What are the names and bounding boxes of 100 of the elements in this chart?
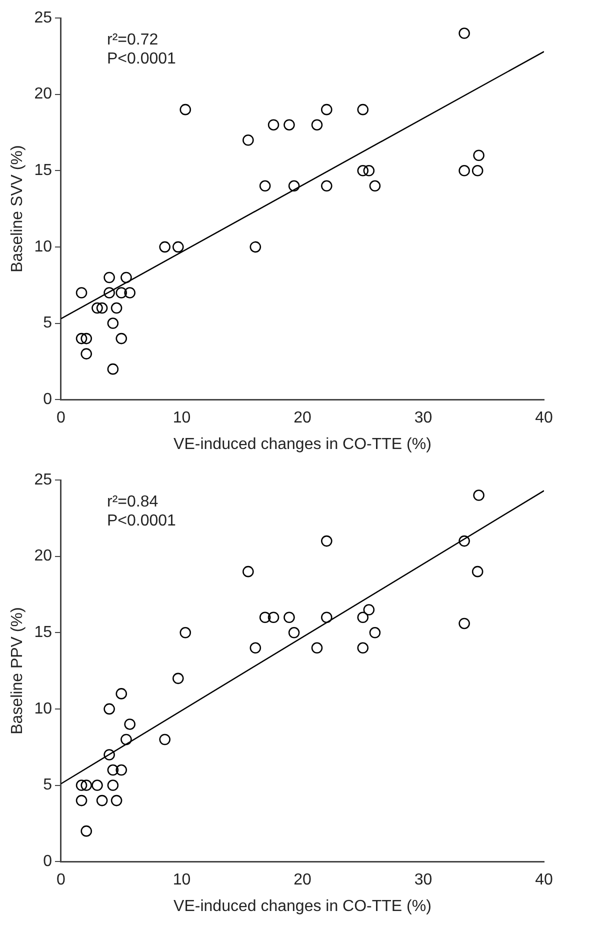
point xyxy=(107,780,119,791)
y-tick-label: 20 xyxy=(34,86,52,103)
point xyxy=(472,164,484,176)
y-tick-label: 10 xyxy=(34,238,52,256)
point xyxy=(92,780,103,791)
point xyxy=(80,348,92,360)
point xyxy=(76,794,88,806)
point xyxy=(473,490,484,501)
point xyxy=(124,718,136,730)
point xyxy=(357,104,369,116)
annotation: r²=0.84 xyxy=(106,493,158,510)
point xyxy=(172,672,184,684)
x-tick-label: 40 xyxy=(535,872,553,889)
x-tick-label: 10 xyxy=(172,410,191,427)
annotation: r²=0.72 xyxy=(106,31,158,48)
point xyxy=(159,241,170,253)
point xyxy=(180,104,192,116)
point xyxy=(268,119,280,130)
point xyxy=(472,566,484,578)
point xyxy=(458,28,470,39)
annotation: P<0.0001 xyxy=(106,50,176,68)
point xyxy=(321,104,332,116)
point xyxy=(116,688,128,700)
y-tick-label: 10 xyxy=(34,700,52,718)
point xyxy=(242,134,254,146)
point xyxy=(104,272,115,284)
point xyxy=(76,332,88,344)
point xyxy=(104,287,115,298)
point xyxy=(116,332,128,344)
point xyxy=(172,241,184,253)
point xyxy=(458,618,470,630)
point xyxy=(284,612,295,624)
point xyxy=(80,332,92,344)
y-tick-label: 15 xyxy=(34,624,52,642)
x-tick-label: 10 xyxy=(172,872,191,889)
point xyxy=(311,642,323,654)
point xyxy=(369,626,381,638)
point xyxy=(363,164,375,176)
point xyxy=(363,604,375,616)
point xyxy=(96,302,108,314)
y-tick-label: 5 xyxy=(43,314,52,332)
point xyxy=(180,626,192,638)
x-tick-label: 40 xyxy=(535,410,553,427)
point xyxy=(250,241,262,253)
x-tick-label: 30 xyxy=(414,410,432,427)
x-axis-title: VE-induced changes in CO-TTE (%) xyxy=(174,898,432,915)
point xyxy=(321,612,332,624)
point xyxy=(110,794,122,806)
y-tick-label: 20 xyxy=(34,548,52,565)
point xyxy=(284,119,295,130)
x-tick-label: 0 xyxy=(56,872,66,889)
point xyxy=(369,180,381,192)
y-axis-title: Baseline PPV (%) xyxy=(9,607,26,734)
x-tick-label: 20 xyxy=(294,872,312,889)
point xyxy=(311,119,323,130)
point xyxy=(124,287,136,298)
point xyxy=(76,287,88,298)
y-tick-label: 5 xyxy=(43,776,52,794)
point xyxy=(107,764,119,776)
y-tick-label: 25 xyxy=(34,471,52,488)
point xyxy=(159,734,170,746)
point xyxy=(259,180,271,192)
point xyxy=(321,535,332,547)
point xyxy=(76,780,88,791)
y-axis-title: Baseline SVV (%) xyxy=(9,145,26,272)
point xyxy=(80,825,92,837)
point xyxy=(116,764,128,776)
point xyxy=(458,535,470,547)
y-tick-label: 0 xyxy=(43,853,52,870)
point xyxy=(107,363,119,375)
point xyxy=(357,642,369,654)
x-tick-label: 30 xyxy=(414,872,432,889)
point xyxy=(120,734,132,746)
point xyxy=(80,780,92,791)
point xyxy=(96,794,108,806)
point xyxy=(458,164,470,176)
point xyxy=(473,150,484,162)
y-tick-label: 25 xyxy=(34,9,52,26)
y-tick-label: 15 xyxy=(34,162,52,180)
point xyxy=(321,180,332,192)
point xyxy=(268,612,280,624)
point xyxy=(242,566,254,578)
point xyxy=(288,626,300,638)
point xyxy=(110,302,122,314)
point xyxy=(288,180,300,192)
point xyxy=(104,749,115,760)
point xyxy=(104,703,115,715)
point xyxy=(120,272,132,284)
point xyxy=(116,287,128,298)
x-axis-title: VE-induced changes in CO-TTE (%) xyxy=(174,436,432,453)
point xyxy=(107,318,119,329)
point xyxy=(259,612,271,624)
point xyxy=(357,164,369,176)
point xyxy=(92,302,103,314)
point xyxy=(250,642,262,654)
point xyxy=(357,612,369,624)
annotation: P<0.0001 xyxy=(106,512,176,530)
y-tick-label: 0 xyxy=(43,391,52,408)
x-tick-label: 20 xyxy=(294,410,312,427)
x-tick-label: 0 xyxy=(56,410,66,427)
